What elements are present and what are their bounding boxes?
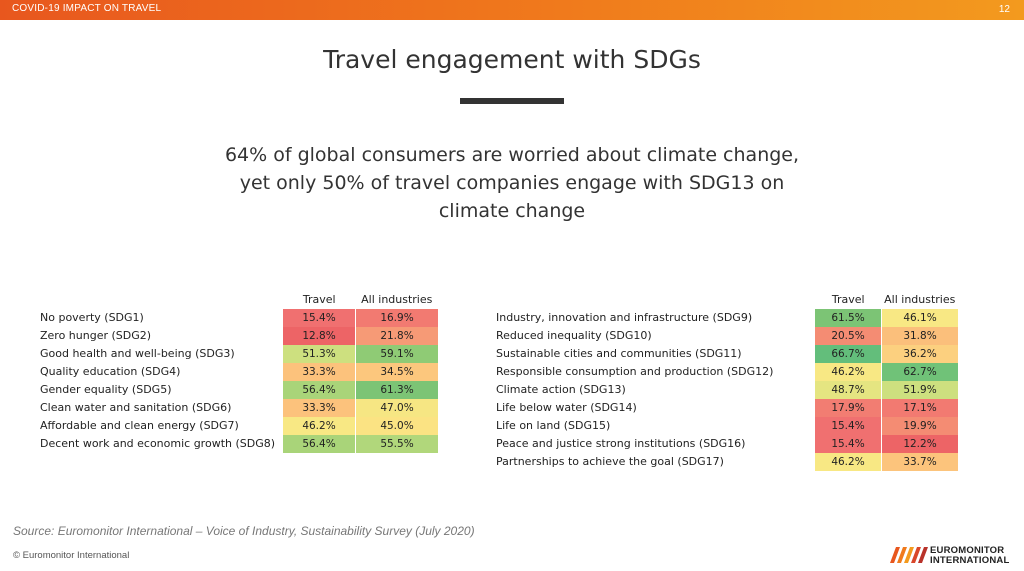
table-row: Decent work and economic growth (SDG8) 56… <box>40 435 438 453</box>
all-industries-value-cell: 33.7% <box>881 453 958 471</box>
table-row: Life on land (SDG15) 15.4% 19.9% <box>496 417 958 435</box>
logo-line-1: EUROMONITOR <box>930 545 1005 556</box>
all-industries-value-cell: 45.0% <box>355 417 438 435</box>
table-row: No poverty (SDG1) 15.4% 16.9% <box>40 309 438 327</box>
header-all-industries: All industries <box>361 293 433 306</box>
travel-value-cell: 15.4% <box>283 309 356 327</box>
all-industries-value-cell: 21.8% <box>355 327 438 345</box>
sdg-label: Quality education (SDG4) <box>40 365 181 378</box>
travel-value-cell: 46.2% <box>815 453 882 471</box>
table-row: Climate action (SDG13) 48.7% 51.9% <box>496 381 958 399</box>
all-industries-value-cell: 34.5% <box>355 363 438 381</box>
sdg-label: Peace and justice strong institutions (S… <box>496 437 746 450</box>
table-row: Clean water and sanitation (SDG6) 33.3% 47… <box>40 399 438 417</box>
travel-value-cell: 56.4% <box>283 435 356 453</box>
table-row: Sustainable cities and communities (SDG1… <box>496 345 958 363</box>
table-body-right: Industry, innovation and infrastructure … <box>496 309 958 471</box>
travel-value-cell: 17.9% <box>815 399 882 417</box>
headline-text: 64% of global consumers are worried abou… <box>224 144 800 222</box>
logo-wordmark: EUROMONITOR INTERNATIONAL <box>930 546 1009 566</box>
sdg-label: Life on land (SDG15) <box>496 419 611 432</box>
sdg-label: Gender equality (SDG5) <box>40 383 172 396</box>
travel-value-cell: 61.5% <box>815 309 882 327</box>
all-industries-value-cell: 62.7% <box>881 363 958 381</box>
travel-value-cell: 51.3% <box>283 345 356 363</box>
sdg-label: Responsible consumption and production (… <box>496 365 774 378</box>
banner-title: COVID-19 IMPACT ON TRAVEL <box>12 3 162 14</box>
sdg-label: Affordable and clean energy (SDG7) <box>40 419 239 432</box>
header-spacer <box>40 291 283 309</box>
all-industries-value-cell: 47.0% <box>355 399 438 417</box>
all-industries-value-cell: 16.9% <box>355 309 438 327</box>
travel-value-cell: 46.2% <box>815 363 882 381</box>
euromonitor-logo: EUROMONITOR INTERNATIONAL <box>886 545 1016 567</box>
table-body-left: No poverty (SDG1) 15.4% 16.9% Zero hunger (… <box>40 309 438 453</box>
sdg-label: Reduced inequality (SDG10) <box>496 329 652 342</box>
all-industries-value-cell: 31.8% <box>881 327 958 345</box>
all-industries-value-cell: 46.1% <box>881 309 958 327</box>
sdg-label: Good health and well-being (SDG3) <box>40 347 235 360</box>
all-industries-value-cell: 12.2% <box>881 435 958 453</box>
sdg-label: Partnerships to achieve the goal (SDG17) <box>496 455 724 468</box>
sdg-label: Sustainable cities and communities (SDG1… <box>496 347 742 360</box>
all-industries-value-cell: 61.3% <box>355 381 438 399</box>
source-note: Source: Euromonitor International – Voic… <box>13 524 475 538</box>
table-row: Affordable and clean energy (SDG7) 46.2% 4… <box>40 417 438 435</box>
travel-value-cell: 15.4% <box>815 417 882 435</box>
table-row: Reduced inequality (SDG10) 20.5% 31.8% <box>496 327 958 345</box>
table-row: Good health and well-being (SDG3) 51.3% 59… <box>40 345 438 363</box>
sdg-table-left: Travel All industries No poverty (SDG1) 1… <box>40 291 438 453</box>
sdg-label: Zero hunger (SDG2) <box>40 329 152 342</box>
all-industries-value-cell: 17.1% <box>881 399 958 417</box>
table-row: Peace and justice strong institutions (S… <box>496 435 958 453</box>
logo-line-2: INTERNATIONAL <box>930 555 1010 566</box>
all-industries-value-cell: 19.9% <box>881 417 958 435</box>
table-row: Gender equality (SDG5) 56.4% 61.3% <box>40 381 438 399</box>
travel-value-cell: 20.5% <box>815 327 882 345</box>
header-spacer <box>496 291 815 309</box>
all-industries-value-cell: 55.5% <box>355 435 438 453</box>
copyright-text: © Euromonitor International <box>13 550 130 561</box>
sdg-label: Life below water (SDG14) <box>496 401 637 414</box>
travel-value-cell: 46.2% <box>283 417 356 435</box>
sdg-table-right: Travel All industries Industry, innovati… <box>496 291 958 471</box>
logo-stripes-icon <box>890 547 928 563</box>
travel-value-cell: 56.4% <box>283 381 356 399</box>
table-row: Industry, innovation and infrastructure … <box>496 309 958 327</box>
sdg-label: Clean water and sanitation (SDG6) <box>40 401 232 414</box>
sdg-label: Industry, innovation and infrastructure … <box>496 311 753 324</box>
all-industries-value-cell: 51.9% <box>881 381 958 399</box>
header-all-industries: All industries <box>884 293 956 306</box>
travel-value-cell: 33.3% <box>283 399 356 417</box>
table-row: Quality education (SDG4) 33.3% 34.5% <box>40 363 438 381</box>
travel-value-cell: 12.8% <box>283 327 356 345</box>
all-industries-value-cell: 36.2% <box>881 345 958 363</box>
travel-value-cell: 15.4% <box>815 435 882 453</box>
title-underline <box>460 98 564 104</box>
travel-value-cell: 48.7% <box>815 381 882 399</box>
table-row: Zero hunger (SDG2) 12.8% 21.8% <box>40 327 438 345</box>
travel-value-cell: 66.7% <box>815 345 882 363</box>
sdg-label: Decent work and economic growth (SDG8) <box>40 437 276 450</box>
slide-title: Travel engagement with SDGs <box>323 45 701 74</box>
header-travel: Travel <box>831 293 865 306</box>
table-row: Life below water (SDG14) 17.9% 17.1% <box>496 399 958 417</box>
travel-value-cell: 33.3% <box>283 363 356 381</box>
sdg-label: Climate action (SDG13) <box>496 383 626 396</box>
page-number: 12 <box>998 4 1010 15</box>
top-banner: COVID-19 IMPACT ON TRAVEL 12 <box>0 0 1024 20</box>
table-row: Responsible consumption and production (… <box>496 363 958 381</box>
all-industries-value-cell: 59.1% <box>355 345 438 363</box>
sdg-label: No poverty (SDG1) <box>40 311 144 324</box>
table-row: Partnerships to achieve the goal (SDG17)… <box>496 453 958 471</box>
header-travel: Travel <box>302 293 336 306</box>
table-header-row: Travel All industries <box>496 291 958 309</box>
table-header-row: Travel All industries <box>40 291 438 309</box>
